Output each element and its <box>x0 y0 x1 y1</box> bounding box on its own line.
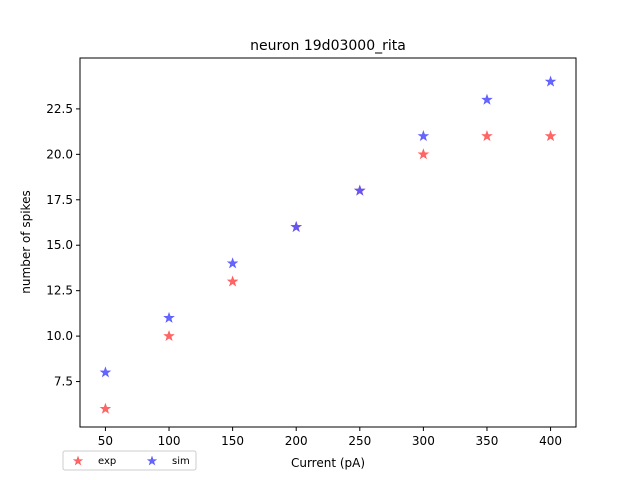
legend-label-sim: sim <box>172 456 190 467</box>
plot-area <box>99 75 557 414</box>
point-sim <box>163 311 175 323</box>
y-tick-label: 12.5 <box>46 284 73 298</box>
point-sim <box>226 257 239 269</box>
y-tick-label: 20.0 <box>46 147 73 161</box>
x-axis-label: Current (pA) <box>291 456 365 470</box>
point-sim <box>290 220 303 233</box>
point-exp <box>99 402 112 414</box>
x-tick-label: 300 <box>412 434 435 448</box>
y-axis-label: number of spikes <box>19 190 33 293</box>
x-tick-label: 100 <box>158 434 181 448</box>
plot-frame <box>79 57 577 428</box>
y-tick-label: 15.0 <box>46 238 73 252</box>
chart-title: neuron 19d03000_rita <box>250 38 406 54</box>
legend-label-exp: exp <box>98 456 116 467</box>
point-sim <box>353 184 366 196</box>
legend: exp sim <box>62 450 197 471</box>
point-exp <box>481 130 493 142</box>
point-sim <box>544 75 557 87</box>
x-tick-label: 50 <box>98 434 113 448</box>
x-tick-label: 150 <box>221 434 244 448</box>
point-sim <box>417 130 430 142</box>
point-sim <box>99 366 112 378</box>
y-tick-label: 7.5 <box>54 375 73 389</box>
point-exp <box>163 329 175 342</box>
point-exp <box>544 130 557 142</box>
x-tick-label: 350 <box>476 434 499 448</box>
x-tick-label: 200 <box>285 434 308 448</box>
y-tick-label: 22.5 <box>46 102 73 116</box>
x-axis: 50 100 150 200 250 300 350 400 <box>98 427 562 448</box>
y-tick-label: 17.5 <box>46 193 73 207</box>
point-sim <box>481 93 493 105</box>
point-exp <box>417 148 430 160</box>
x-tick-label: 400 <box>539 434 562 448</box>
y-tick-label: 10.0 <box>46 329 73 343</box>
y-axis: 7.5 10.0 12.5 15.0 17.5 20.0 22.5 <box>46 102 80 389</box>
x-tick-label: 250 <box>348 434 371 448</box>
point-exp <box>226 275 239 287</box>
legend-box <box>62 450 197 471</box>
legend-marker-sim <box>146 455 158 466</box>
legend-marker-exp <box>72 455 84 466</box>
